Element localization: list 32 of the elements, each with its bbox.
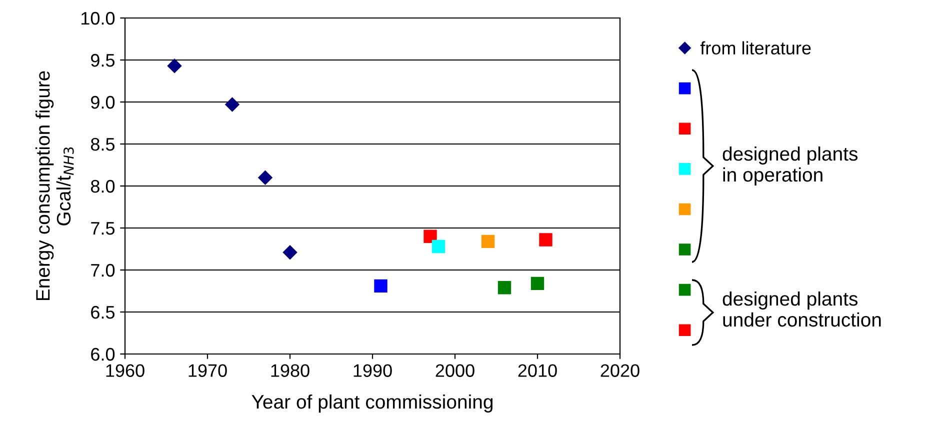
text: designed plants in operation	[722, 146, 858, 186]
y-tick-label: 7.5	[91, 222, 115, 235]
point	[374, 279, 388, 293]
y-tick-label: 9.5	[91, 54, 115, 67]
point	[225, 97, 240, 112]
y-tick-label: 10.0	[82, 12, 115, 25]
x-tick-label: 1980	[271, 364, 310, 377]
point	[432, 240, 446, 254]
point	[282, 245, 298, 260]
x-tick-label: 2000	[436, 364, 474, 377]
y-tick-label: 8.5	[90, 138, 115, 151]
x-tick-label: 1990	[354, 364, 392, 377]
y-tick-label: 9.0	[91, 96, 115, 109]
text: designed plants under construction	[722, 291, 881, 327]
x-axis-title: Year of plant commissioning	[252, 394, 492, 413]
x-tick-label: 1960	[106, 364, 144, 377]
point	[167, 58, 182, 74]
x-tick-label: 2010	[518, 364, 557, 377]
point	[481, 234, 495, 248]
point	[539, 233, 552, 246]
legend-label: from literature	[700, 41, 811, 55]
y-tick-label: 7.0	[91, 264, 115, 277]
x-tick-label: 2020	[600, 364, 640, 377]
point	[258, 170, 272, 185]
point	[424, 230, 437, 243]
y-tick-label: 8.0	[90, 180, 115, 193]
y-tick-label: 6.0	[91, 348, 115, 361]
y-tick-label: 6.5	[91, 306, 115, 319]
x-tick-label: 1970	[188, 364, 227, 377]
point	[498, 281, 512, 294]
point	[530, 276, 544, 290]
y-axis-title: Energy consumption figure Gcal/t$_{NH3}$	[36, 71, 74, 300]
